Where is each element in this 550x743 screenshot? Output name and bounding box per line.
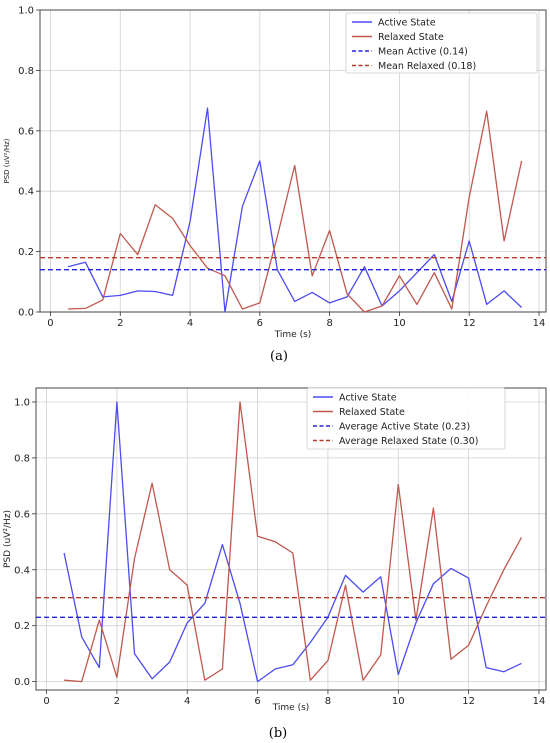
panel-b-frame <box>35 387 547 691</box>
panel-a-legend-label-1: Relaxed State <box>378 32 444 43</box>
panel-b-y-tick-label: 1.0 <box>14 397 30 408</box>
panel-b-x-tick-label: 14 <box>533 696 546 707</box>
panel-a-series-line-0 <box>67 107 523 313</box>
panel-b-chart: 0 2 4 6 8 10 12 14 0.0 0.2 0.4 0.6 0.8 1.0 Time (s) PSD… <box>3 387 547 713</box>
panel-b-x-tick-label: 2 <box>114 696 120 707</box>
panel-b-legend-label-1: Relaxed State <box>339 407 405 418</box>
panel-a-legend-box <box>345 12 538 74</box>
panel-b-x-tick-label: 8 <box>325 696 331 707</box>
panel-a-legend-label-0: Active State <box>378 18 436 29</box>
panel-a-x-tick-label: 10 <box>393 318 406 329</box>
panel-a-legend-label-2: Mean Active (0.14) <box>378 47 468 58</box>
panel-a-x-tick-label: 14 <box>533 318 546 329</box>
panel-b-legend-box <box>306 387 506 450</box>
panel-a-x-tick-label: 0 <box>47 318 53 329</box>
panel-b-caption: (b) <box>269 726 287 741</box>
panel-b-series-line-0 <box>63 401 522 683</box>
panel-a-x-axis-label: Time (s) <box>274 330 312 340</box>
panel-a-x-tick-label: 8 <box>326 318 332 329</box>
panel-a-y-axis-label: PSD (uV²/Hz) <box>3 138 11 183</box>
panel-b-y-tick-label: 0.8 <box>14 453 30 464</box>
panel-b-x-tick-label: 6 <box>254 696 260 707</box>
panel-a-y-tick-label: 1.0 <box>18 6 34 17</box>
panel-a-x-tick-label: 6 <box>257 318 263 329</box>
panel-a-x-tick-label: 12 <box>463 318 476 329</box>
panel-a-legend-label-3: Mean Relaxed (0.18) <box>378 61 476 72</box>
panel-a-frame <box>39 9 547 313</box>
panel-b-y-tick-label: 0.0 <box>14 677 30 688</box>
panel-b-x-axis-label: Time (s) <box>272 703 310 713</box>
panel-b-y-axis-label: PSD (uV²/Hz) <box>3 510 13 568</box>
panel-a-caption: (a) <box>270 349 288 364</box>
panel-b-series-line-1 <box>64 401 522 683</box>
panel-b-legend-label-2: Average Active State (0.23) <box>339 422 470 433</box>
panel-a-series-line-1 <box>67 110 523 313</box>
panel-b-legend-label-3: Average Relaxed State (0.30) <box>339 436 478 447</box>
panel-a-chart: 0 2 4 6 8 10 12 14 0.0 0.2 0.4 0.6 0.8 1.0 Time (s) PSD… <box>3 6 547 340</box>
panel-a-y-tick-label: 0.2 <box>18 247 34 258</box>
panel-a-x-tick-label: 4 <box>187 318 193 329</box>
panel-b-y-tick-label: 0.6 <box>14 509 30 520</box>
panel-a-x-tick-label: 2 <box>117 318 123 329</box>
panel-b-legend-label-0: Active State <box>339 393 397 404</box>
panel-a-y-tick-label: 0.8 <box>18 66 34 77</box>
panel-a-y-tick-label: 0.0 <box>18 308 34 319</box>
panel-b-x-tick-label: 10 <box>392 696 405 707</box>
panel-b-x-tick-label: 0 <box>43 696 49 707</box>
panel-b-y-tick-label: 0.4 <box>14 565 30 576</box>
panel-a-y-tick-label: 0.6 <box>18 126 34 137</box>
panel-b-x-tick-label: 12 <box>462 696 475 707</box>
panel-b-x-tick-label: 4 <box>184 696 190 707</box>
panel-a-y-tick-label: 0.4 <box>18 187 34 198</box>
panel-b-y-tick-label: 0.2 <box>14 621 30 632</box>
